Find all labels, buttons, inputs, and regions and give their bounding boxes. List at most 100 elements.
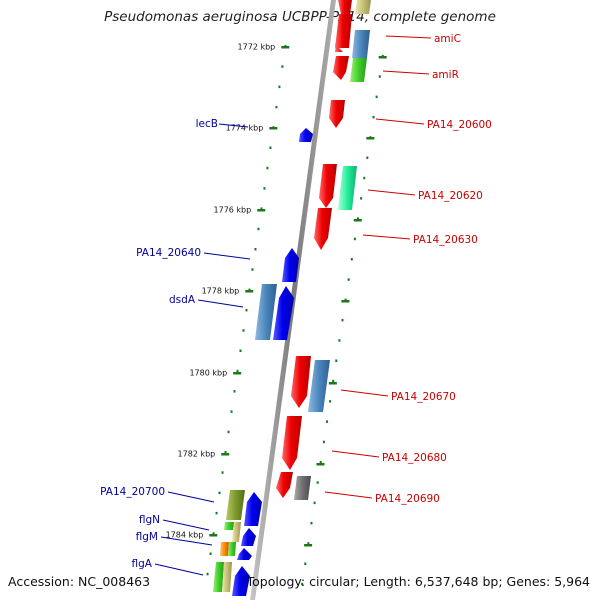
gene-arrow[interactable] [329, 100, 345, 128]
gene-label-dsda[interactable]: dsdA [169, 294, 196, 306]
tick-mark [257, 227, 260, 231]
tick-mark [248, 288, 251, 292]
tick-mark [218, 491, 221, 495]
gene-label-amir[interactable]: amiR [432, 69, 459, 81]
tick-label: 1778 kbp [202, 287, 240, 296]
tick-label: 1776 kbp [214, 206, 252, 215]
gene-label-flgn[interactable]: flgN [139, 514, 160, 526]
gene-arrow[interactable] [224, 522, 234, 530]
gene-arrow[interactable] [319, 164, 337, 208]
gene-arrow[interactable] [352, 30, 370, 58]
gene-arrow[interactable] [308, 360, 330, 412]
gene-arrow[interactable] [338, 0, 352, 14]
tick-label: 1772 kbp [238, 43, 276, 52]
gene-arrow[interactable] [333, 56, 349, 80]
gene-arrow[interactable] [282, 416, 302, 470]
leader-line [375, 118, 425, 125]
gene-label-lecb[interactable]: lecB [196, 118, 218, 130]
gene-arrow[interactable] [291, 356, 311, 408]
gene-arrow[interactable] [213, 562, 224, 592]
tick-mark [325, 420, 328, 423]
gene-arrow[interactable] [228, 542, 236, 556]
gene-label-pa14-20680[interactable]: PA14_20680 [382, 452, 447, 464]
tick-mark [245, 308, 248, 312]
gene-arrow[interactable] [350, 58, 367, 82]
tick-labels: 1772 kbp 1774 kbp 1776 kbp 1778 kbp 1780 kbp… [166, 43, 387, 547]
major-tick [281, 46, 290, 49]
gene-arrow[interactable] [355, 0, 371, 14]
plus-strand-genes [276, 0, 371, 500]
gene-label-pa14-20670[interactable]: PA14_20670 [391, 391, 456, 403]
tick-mark [221, 471, 224, 474]
major-tick [316, 463, 325, 466]
gene-arrow[interactable] [282, 248, 299, 282]
leader-line [385, 35, 432, 39]
leader-line [154, 563, 204, 576]
major-tick [304, 544, 313, 547]
gene-label-pa14-20620[interactable]: PA14_20620 [418, 190, 483, 202]
gene-arrow[interactable] [237, 548, 252, 560]
tick-mark [338, 339, 341, 342]
tick-mark [378, 75, 381, 78]
tick-label: 1780 kbp [189, 369, 227, 378]
gene-label-flga[interactable]: flgA [132, 558, 153, 570]
gene-arrow[interactable] [335, 14, 352, 48]
gene-label-pa14-20630[interactable]: PA14_20630 [413, 234, 478, 246]
tick-mark [360, 197, 363, 200]
gene-arrow[interactable] [232, 522, 241, 542]
major-tick [328, 382, 337, 385]
tick-mark [310, 521, 313, 525]
gene-arrow[interactable] [241, 528, 256, 546]
gene-arrow[interactable] [314, 208, 332, 250]
tick-mark [281, 65, 284, 68]
tick-mark [266, 166, 269, 170]
left-label-group: lecB PA14_20640 dsdA PA14_20700 flgN flg… [100, 118, 251, 576]
gene-label-pa14-20690[interactable]: PA14_20690 [375, 493, 440, 505]
tick-mark [313, 501, 316, 505]
leader-line [167, 491, 215, 503]
tick-mark [242, 329, 245, 332]
tick-mark [350, 258, 353, 261]
major-tick [221, 453, 230, 456]
tick-mark [263, 187, 266, 190]
gene-arrow[interactable] [273, 286, 294, 340]
leader-line [203, 252, 251, 260]
gene-arrow[interactable] [226, 490, 245, 520]
gene-arrow[interactable] [338, 166, 357, 210]
tick-mark [224, 451, 227, 454]
tick-mark [254, 248, 257, 251]
accession-text: Accession: NC_008463 [8, 574, 151, 589]
tick-mark [260, 207, 263, 210]
gene-label-flgm[interactable]: flgM [136, 531, 158, 543]
gene-arrow[interactable] [232, 566, 250, 596]
tick-mark [307, 542, 310, 545]
gene-arrow[interactable] [244, 492, 262, 526]
map-title: Pseudomonas aeruginosa UCBPP-PA14, compl… [104, 9, 496, 25]
topology-text: Topology: circular; Length: 6,537,648 bp… [246, 574, 590, 589]
gene-arrow[interactable] [299, 128, 313, 142]
tick-mark [301, 582, 304, 586]
leader-line [324, 491, 373, 499]
gene-label-pa14-20600[interactable]: PA14_20600 [427, 119, 492, 131]
gene-label-amic[interactable]: amiC [434, 33, 461, 45]
tick-mark [275, 105, 278, 109]
gene-label-pa14-20640[interactable]: PA14_20640 [136, 247, 201, 259]
tick-mark [372, 115, 375, 119]
leader-line [218, 123, 249, 128]
tick-label: 1774 kbp [226, 124, 264, 133]
leader-line [382, 70, 430, 75]
gene-label-pa14-20700[interactable]: PA14_20700 [100, 486, 165, 498]
gene-arrow[interactable] [255, 284, 277, 340]
major-tick [233, 372, 242, 375]
gene-arrow[interactable] [294, 476, 311, 500]
gene-arrow[interactable] [220, 542, 229, 556]
major-tick [257, 209, 266, 212]
tick-mark [215, 511, 218, 515]
tick-mark [375, 95, 378, 99]
tick-mark [251, 268, 254, 271]
leader-line [362, 234, 411, 240]
gene-arrow[interactable] [222, 562, 232, 592]
tick-label: 1782 kbp [178, 450, 216, 459]
gene-arrow[interactable] [276, 472, 293, 498]
